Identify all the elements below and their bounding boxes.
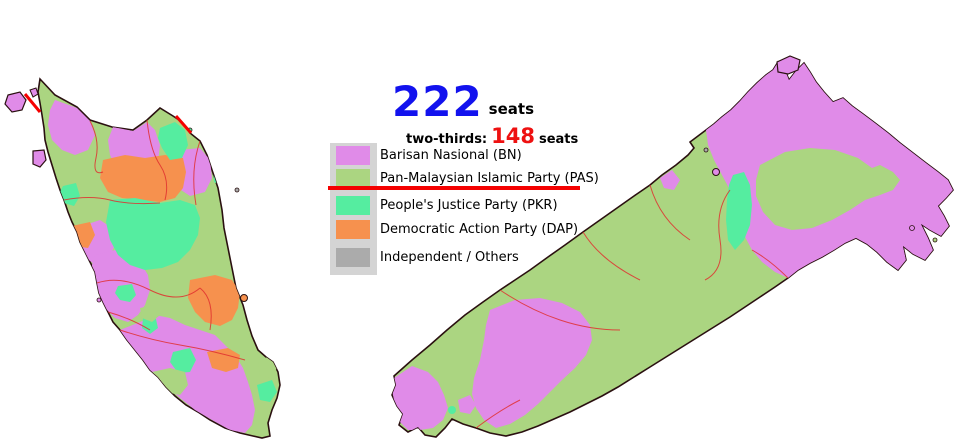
legend-swatch-orange: [336, 220, 370, 239]
total-seats-line: 222 seats: [392, 77, 652, 126]
total-seats-number: 222: [392, 77, 483, 126]
langkawi-island: [4, 91, 27, 113]
pointer-line-northwest: [23, 93, 42, 113]
offshore-islet: [703, 147, 709, 153]
east-sabah-islet-2: [932, 237, 938, 243]
east-sabah-islet: [909, 225, 915, 231]
tioman-island: [240, 294, 248, 302]
legend-row-3: People's Justice Party (PKR): [336, 196, 558, 215]
two-thirds-number: 148: [491, 123, 535, 148]
legend-swatch-gray: [336, 248, 370, 267]
two-thirds-prefix: two-thirds:: [406, 131, 488, 147]
peninsular-malaysia-landmass: [4, 77, 281, 439]
legend-label-1: Barisan Nasional (BN): [380, 148, 522, 163]
legend-row-2: Pan-Malaysian Islamic Party (PAS): [336, 169, 599, 188]
borneo-constituency-patches: [392, 62, 953, 430]
labuan-island: [712, 168, 720, 176]
langkawi-islet: [29, 87, 39, 98]
legend-swatch-plum: [336, 146, 370, 165]
penang-island: [32, 149, 47, 168]
legend-label-4: Democratic Action Party (DAP): [380, 222, 579, 237]
legend-label-5: Independent / Others: [380, 250, 519, 265]
two-thirds-divider-line: [328, 186, 580, 190]
redang-island: [234, 187, 240, 193]
legend-swatch-springgreen: [336, 196, 370, 215]
banggi-island: [776, 55, 801, 75]
klang-islands: [96, 297, 102, 303]
legend-row-1: Barisan Nasional (BN): [336, 146, 522, 165]
total-seats-suffix: seats: [488, 99, 534, 118]
two-thirds-suffix: seats: [538, 131, 579, 147]
legend-row-4: Democratic Action Party (DAP): [336, 220, 578, 239]
legend-label-3: People's Justice Party (PKR): [380, 198, 558, 213]
seat-count-header: 222 seats two-thirds: 148 seats: [392, 77, 652, 148]
two-thirds-line: two-thirds: 148 seats: [406, 124, 652, 148]
legend-label-2: Pan-Malaysian Islamic Party (PAS): [380, 171, 599, 186]
east-malaysia-landmass: [391, 55, 954, 438]
legend-swatch-yellowgreen: [336, 169, 370, 188]
legend-row-5: Independent / Others: [336, 248, 519, 267]
pointer-line-northeast: [174, 115, 193, 134]
